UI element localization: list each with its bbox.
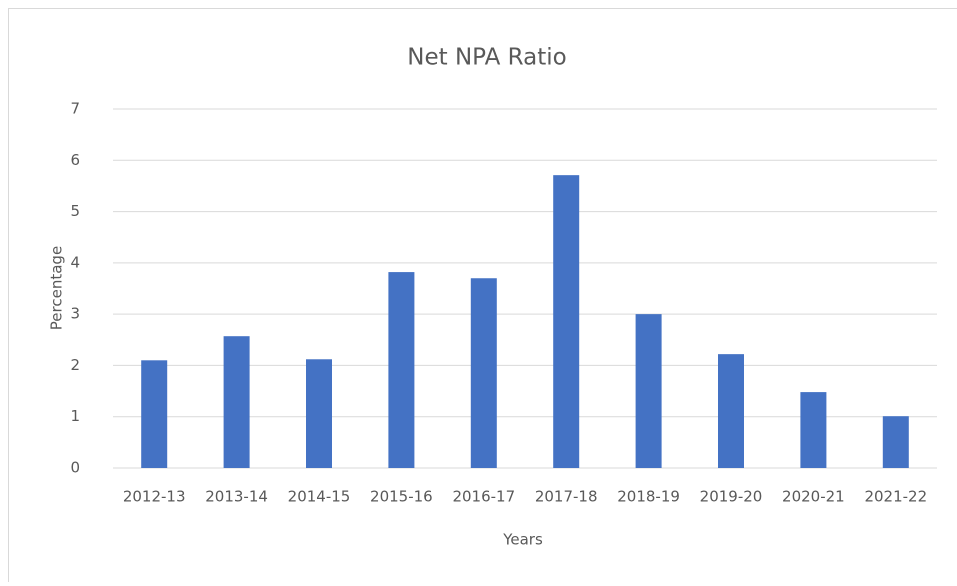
x-tick-label: 2021-22 <box>864 488 927 506</box>
x-tick-label: 2015-16 <box>370 488 433 506</box>
x-tick-label: 2012-13 <box>123 488 186 506</box>
bar <box>800 392 826 468</box>
bar <box>718 354 744 468</box>
bar <box>553 175 579 468</box>
x-tick-label: 2016-17 <box>452 488 515 506</box>
bar <box>141 360 167 468</box>
y-axis-label: Percentage <box>48 246 66 330</box>
y-tick-label: 2 <box>70 356 80 374</box>
y-tick-label: 5 <box>70 202 80 220</box>
bar <box>388 272 414 468</box>
x-tick-label: 2014-15 <box>288 488 351 506</box>
bar <box>471 278 497 468</box>
x-tick-label: 2017-18 <box>535 488 598 506</box>
bar <box>306 359 332 468</box>
y-tick-label: 7 <box>70 100 80 118</box>
bar <box>636 314 662 468</box>
x-tick-label: 2019-20 <box>700 488 763 506</box>
x-axis-label: Years <box>502 531 543 549</box>
chart-title: Net NPA Ratio <box>407 45 566 71</box>
y-tick-label: 6 <box>70 151 80 169</box>
y-tick-label: 0 <box>70 459 80 477</box>
bar <box>883 416 909 468</box>
bar <box>224 336 250 468</box>
x-tick-label: 2020-21 <box>782 488 845 506</box>
x-tick-label: 2013-14 <box>205 488 268 506</box>
y-tick-label: 3 <box>70 305 80 323</box>
y-tick-label: 1 <box>70 407 80 425</box>
y-tick-label: 4 <box>70 253 80 271</box>
x-tick-label: 2018-19 <box>617 488 680 506</box>
